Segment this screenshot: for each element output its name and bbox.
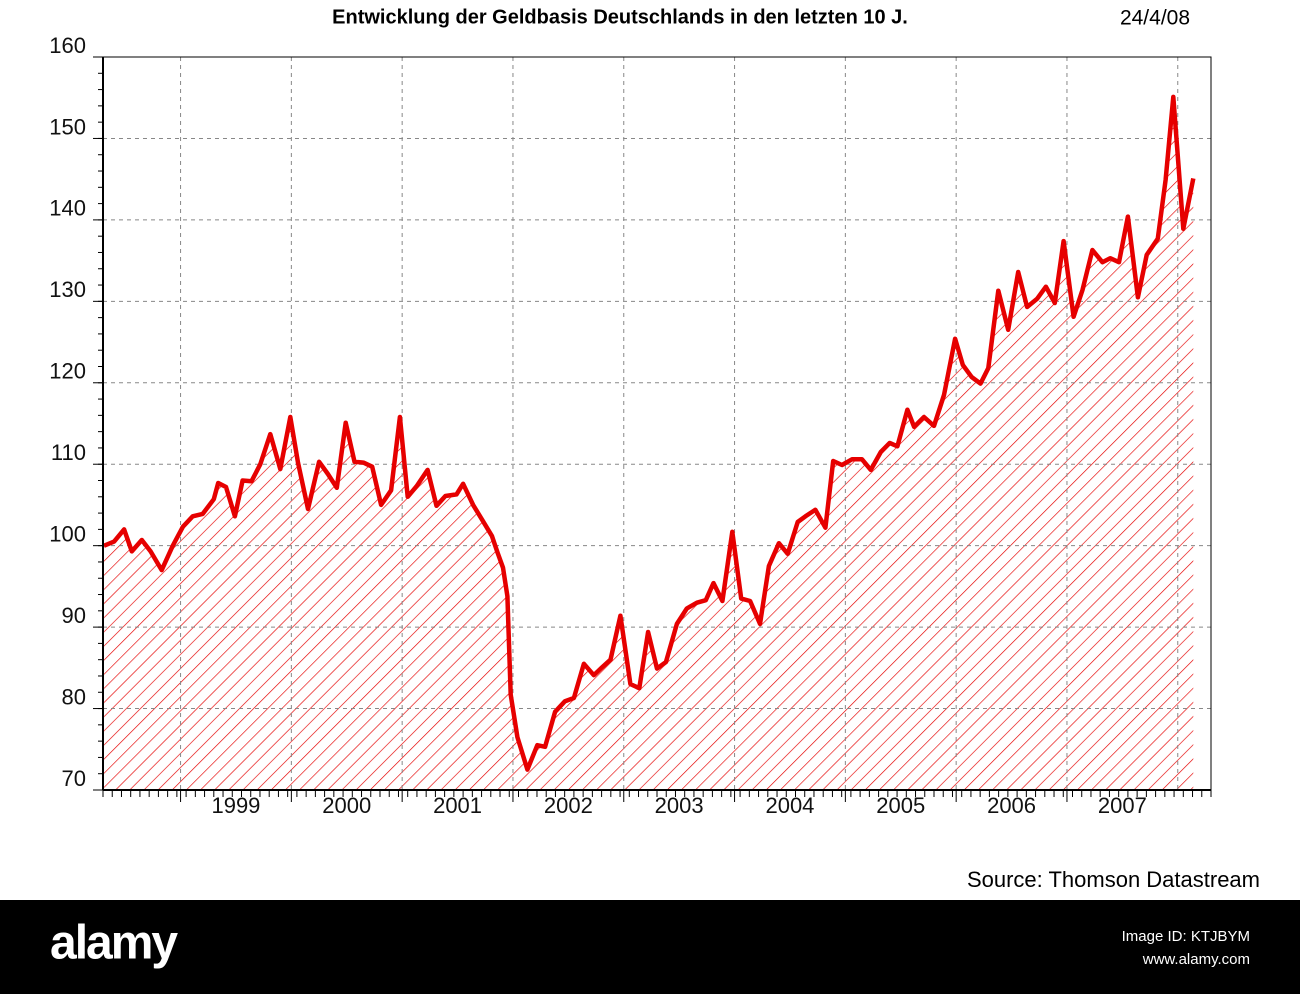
y-tick-label: 120 [49,359,86,384]
x-tick-label: 2002 [544,793,593,818]
x-tick-label: 2000 [322,793,371,818]
data-line [103,94,1196,772]
x-tick-label: 2003 [655,793,704,818]
y-tick-label: 130 [49,277,86,302]
x-tick-label: 2007 [1098,793,1147,818]
y-tick-label: 100 [49,521,86,546]
watermark-url: www.alamy.com [1142,951,1250,968]
plot-area: 70 80 90 100 110 120 130 140 150 160 1999 2000 2001 2… [49,33,1212,818]
chart-source: Source: Thomson Datastream [967,867,1260,892]
y-tick-label: 70 [62,766,86,791]
y-tick-label: 110 [51,440,86,465]
watermark-id: Image ID: KTJBYM [1122,928,1250,945]
y-tick-label: 160 [49,33,86,58]
area-fill [104,96,1194,790]
y-tick-label: 90 [62,603,86,628]
chart-title: Entwicklung der Geldbasis Deutschlands i… [332,6,908,28]
x-tick-label: 2005 [876,793,925,818]
watermark-brand: alamy [50,917,178,970]
y-tick-label: 80 [62,684,86,709]
chart-date: 24/4/08 [1120,7,1190,30]
x-tick-label: 2004 [765,793,814,818]
x-tick-label: 1999 [211,793,260,818]
watermark-bar [0,900,1300,994]
y-tick-label: 150 [49,114,86,139]
x-tick-label: 2001 [433,793,482,818]
y-tick-label: 140 [49,196,86,221]
x-tick-label: 2006 [987,793,1036,818]
